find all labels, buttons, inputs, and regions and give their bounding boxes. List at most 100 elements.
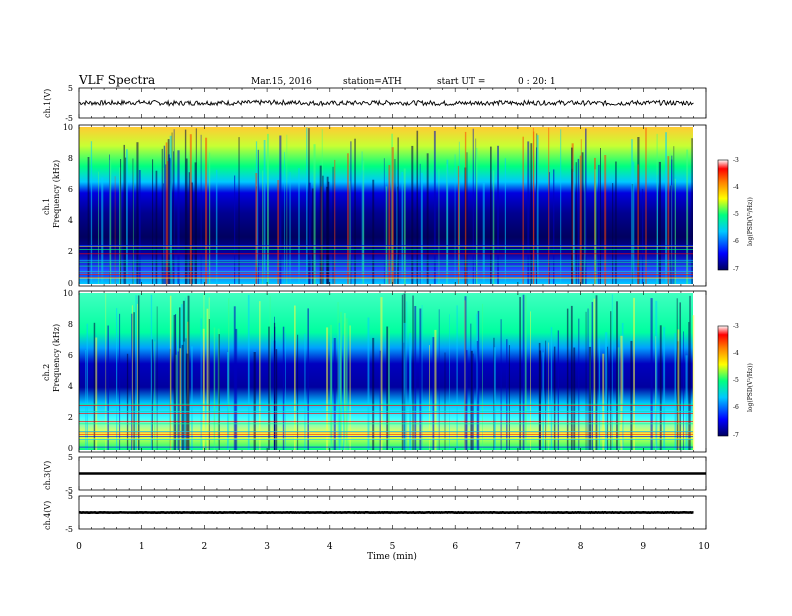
spectrogram-stripe (473, 129, 474, 284)
spectrogram-stripe (340, 312, 342, 450)
spectrogram-stripe (294, 306, 296, 451)
spectrogram-stripe (173, 151, 174, 284)
spectrogram-stripe (304, 334, 305, 450)
spectrogram-stripe (506, 339, 507, 450)
spectrogram-stripe (523, 295, 525, 450)
spectrogram-stripe (476, 148, 477, 284)
spectrogram-stripe (612, 294, 613, 450)
spectrogram-stripe (421, 173, 423, 284)
spectrogram-stripe (162, 149, 163, 284)
spectrogram-stripe (227, 352, 229, 450)
spectrogram-stripe (571, 148, 573, 284)
spectrogram-stripe (174, 315, 176, 450)
spectrogram-stripe (368, 318, 370, 451)
date-label: Mar.15, 2016 (251, 77, 312, 87)
colorbar-tick: -6 (733, 238, 739, 245)
spectrogram-stripe (595, 169, 597, 284)
spectrogram-band (79, 438, 693, 439)
start-time: 0 : 20: 1 (518, 77, 556, 87)
spectrogram-band (79, 421, 693, 422)
spectrogram-stripe (530, 311, 531, 450)
spectrogram-stripe (279, 136, 281, 285)
spectrogram-stripe (372, 180, 374, 284)
y-tick-label: 5 (68, 492, 73, 501)
spectrogram-stripe (642, 189, 643, 284)
spectrogram-stripe (178, 352, 179, 451)
spectrogram-stripe (216, 170, 218, 284)
waveform-line (79, 100, 694, 106)
spectrogram-stripe (262, 171, 263, 285)
spectrogram-stripe (545, 341, 546, 450)
spectrogram-stripe (465, 132, 466, 284)
spectrogram-stripe (573, 172, 574, 284)
spectrogram-stripe (151, 295, 152, 450)
spectrogram-stripe (185, 298, 186, 451)
spectrogram-stripe (276, 349, 278, 450)
ch2-spec-ylabel2: Frequency (kHz) (52, 324, 61, 392)
spectrogram-stripe (177, 150, 179, 284)
spectrogram-stripe (285, 333, 286, 450)
spectrogram-stripe (439, 169, 440, 284)
spectrogram-stripe (633, 298, 635, 450)
ch1-spec-ylabel2: Frequency (kHz) (52, 160, 61, 228)
spectrogram-band (79, 431, 693, 432)
spectrogram-stripe (596, 295, 598, 450)
spectrogram-stripe (234, 306, 236, 450)
colorbar-tick: -4 (733, 184, 739, 191)
spectrogram-stripe (110, 160, 112, 284)
spectrogram-stripe (384, 158, 385, 284)
spectrogram-stripe (124, 145, 126, 284)
spectrogram-stripe (277, 180, 279, 284)
spectrogram-stripe (505, 158, 506, 284)
spectrogram-stripe (594, 299, 596, 450)
spectrogram-stripe (471, 351, 473, 450)
spectrogram-stripe (115, 176, 116, 284)
spectrogram-stripe (137, 304, 138, 450)
spectrogram-band (79, 447, 693, 448)
x-axis-label: Time (min) (367, 551, 417, 562)
colorbar-ch2: -3 -4 -5 -6 -7 log(PSD(V²/Hz)) (718, 323, 754, 439)
colorbar-tick: -3 (733, 157, 739, 164)
spectrogram-stripe (553, 169, 554, 284)
spectrogram-stripe (686, 150, 688, 284)
y-tick-label: 10 (63, 289, 73, 298)
spectrogram-stripe (567, 309, 569, 450)
spectrogram-stripe (533, 132, 534, 285)
spectrogram-stripe (427, 153, 429, 284)
spectrogram-stripe (127, 354, 128, 450)
spectrogram-stripe (395, 159, 396, 284)
colorbar-ch1: -3 -4 -5 -6 -7 log(PSD(V²/Hz)) (718, 157, 754, 273)
spectrogram-band (79, 434, 693, 435)
spectrogram-stripe (209, 153, 210, 284)
spectrogram-stripe (483, 183, 485, 284)
spectrogram-band (79, 413, 693, 414)
ch1-waveform-frame (79, 88, 706, 118)
spectrogram-stripe (497, 146, 499, 284)
spectrogram-stripe (133, 159, 134, 285)
y-tick-label: 10 (63, 123, 73, 132)
spectrogram-stripe (120, 159, 121, 284)
ch1-waveform-plot (79, 100, 694, 106)
y-tick-label: 5 (68, 84, 73, 93)
spectrogram-stripe (176, 355, 177, 450)
spectrogram-stripe (433, 337, 435, 450)
spectrogram-stripe (542, 352, 544, 450)
spectrogram-band (79, 249, 693, 250)
spectrogram-stripe (406, 301, 407, 450)
spectrogram-stripe (665, 132, 667, 284)
spectrogram-stripe (95, 338, 97, 451)
spectrogram-stripe (439, 309, 440, 450)
spectrogram-band (79, 262, 693, 263)
colorbar-label: log(PSD(V²/Hz)) (747, 197, 754, 246)
spectrogram-stripe (417, 131, 419, 284)
spectrogram-stripe (126, 149, 128, 284)
spectrogram-band (79, 439, 693, 440)
spectrogram-stripe (612, 183, 613, 284)
spectrogram-band (79, 423, 693, 424)
spectrogram-stripe (138, 295, 140, 450)
spectrogram-stripe (255, 173, 257, 284)
spectrogram-stripe (392, 147, 394, 284)
spectrogram-stripe (186, 159, 188, 285)
y-tick-labels: 5 -5 10 8 6 4 2 0 10 8 6 4 2 0 5 -5 5 -5 (63, 84, 73, 534)
y-tick-label: -5 (65, 114, 73, 123)
